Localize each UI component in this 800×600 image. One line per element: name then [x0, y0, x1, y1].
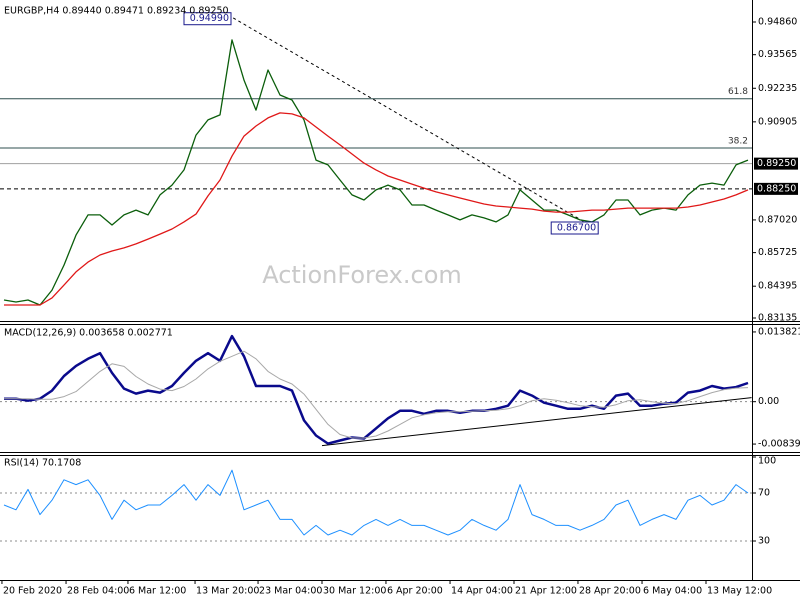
annotation-label: 0.94990: [190, 13, 229, 24]
y-tick-label: 100: [758, 456, 776, 467]
x-tick-label: 23 Mar 04:00: [259, 586, 322, 597]
x-tick-label: 20 Feb 2020: [3, 586, 62, 597]
x-tick-label: 6 Mar 12:00: [129, 586, 186, 597]
y-tick-label: 30: [758, 536, 770, 547]
y-tick-label: 0.00: [758, 396, 779, 407]
y-tick-label: -0.008397: [758, 439, 800, 450]
level-label: 38.2: [728, 136, 748, 146]
panel-title: RSI(14) 70.1708: [4, 458, 81, 469]
y-tick-label: 0.87020: [758, 214, 797, 225]
series-line: [4, 350, 749, 439]
x-tick-label: 30 Mar 12:00: [323, 586, 386, 597]
panel-title: EURGBP,H4 0.89440 0.89471 0.89234 0.8925…: [4, 6, 229, 17]
series-line: [3, 39, 749, 306]
price-label-box: [754, 182, 798, 195]
x-tick-label: 21 Apr 12:00: [515, 586, 577, 597]
x-tick-label: 14 Apr 04:00: [451, 586, 513, 597]
price-label-box: [754, 157, 798, 170]
y-tick-label: 0.84395: [758, 281, 797, 292]
x-tick-label: 6 May 04:00: [643, 586, 702, 597]
price-label: 0.89250: [757, 158, 796, 169]
y-tick-label: 0.013821: [758, 326, 800, 337]
x-tick-label: 28 Apr 20:00: [579, 586, 641, 597]
y-tick-label: 70: [758, 488, 770, 499]
x-tick-label: 28 Feb 04:00: [67, 586, 129, 597]
y-tick-label: 0.90905: [758, 116, 797, 127]
x-tick-label: 6 Apr 20:00: [387, 586, 443, 597]
annotation: 0.86700: [550, 221, 599, 235]
annotation-box: [550, 221, 599, 235]
y-tick-label: 0.92235: [758, 83, 797, 94]
y-tick-label: 0.93565: [758, 49, 797, 60]
y-tick-label: 0.94860: [758, 16, 797, 27]
trend-line: [232, 17, 590, 226]
price-label: 0.88250: [757, 183, 796, 194]
trend-line: [321, 397, 752, 447]
annotation-label: 0.86700: [557, 223, 596, 234]
annotation: 0.94990: [183, 12, 232, 26]
y-tick-label: 0.83135: [758, 313, 797, 324]
series-line: [4, 334, 749, 445]
level-label: 61.8: [728, 87, 748, 97]
x-tick-label: 13 May 12:00: [707, 586, 772, 597]
watermark: ActionForex.com: [262, 261, 462, 289]
annotation-box: [183, 12, 232, 26]
panel-title: MACD(12,26,9) 0.003658 0.002771: [4, 328, 173, 339]
series-line: [3, 469, 749, 536]
series-line: [4, 112, 749, 306]
y-tick-label: 0.85725: [758, 247, 797, 258]
x-tick-label: 13 Mar 20:00: [196, 586, 259, 597]
